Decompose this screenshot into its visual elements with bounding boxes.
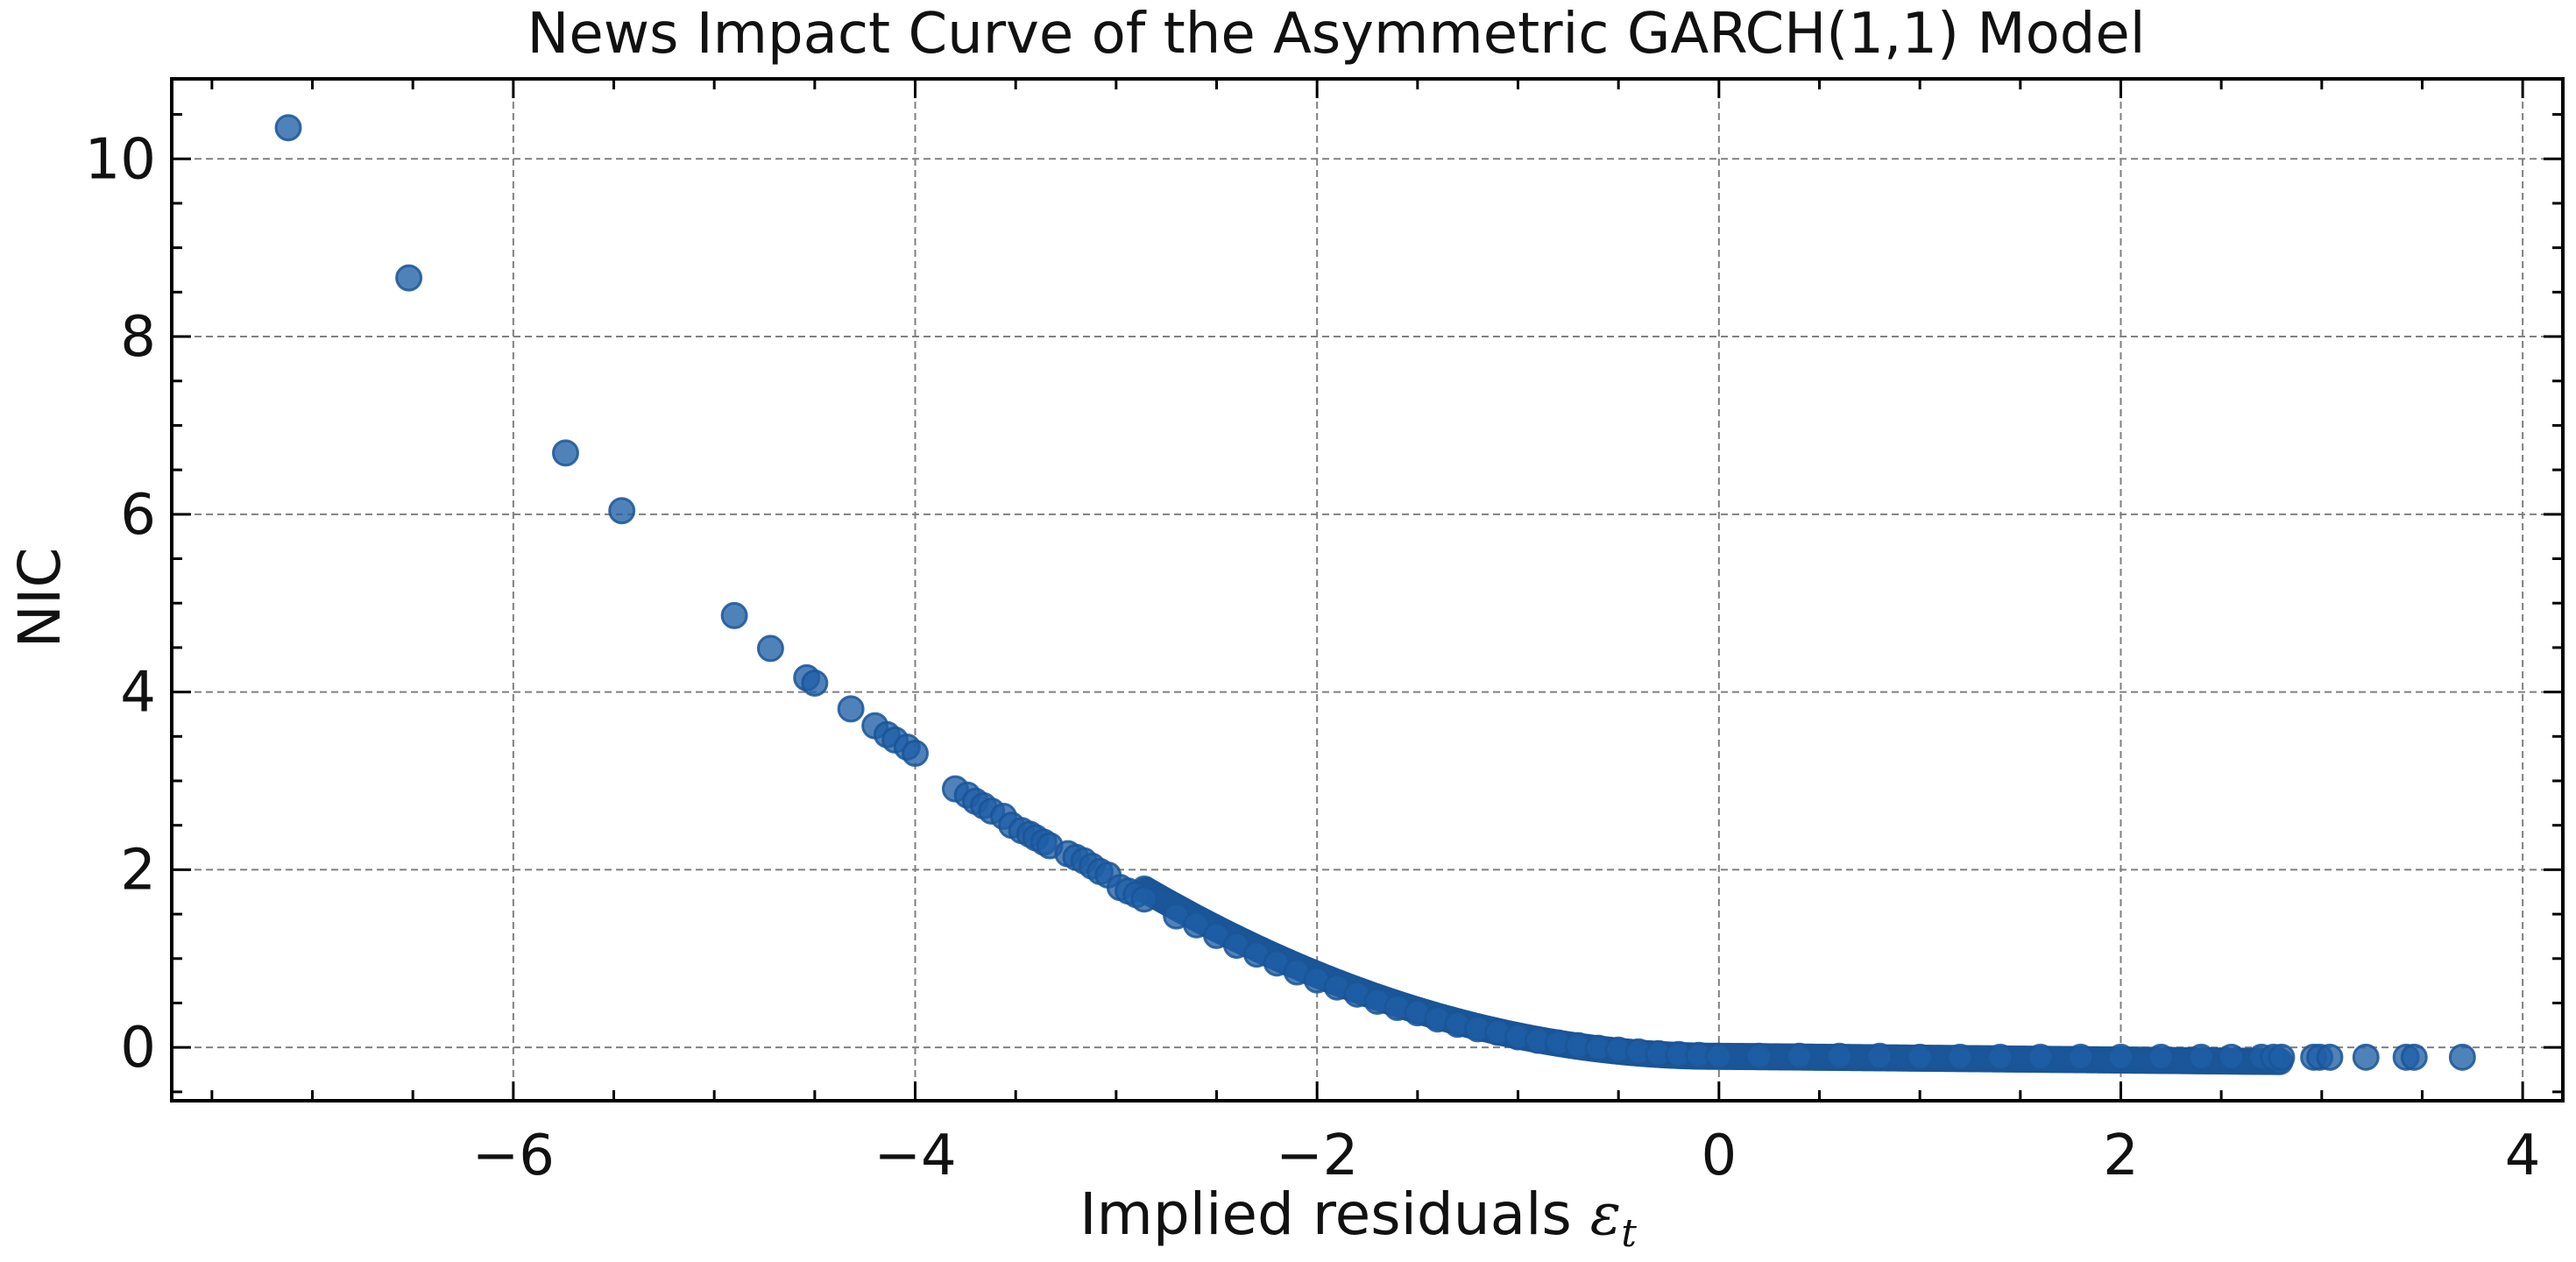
- scatter-point-1: [395, 264, 423, 292]
- scatter-point-64: [1745, 1042, 1773, 1070]
- scatter-point-35: [1130, 885, 1158, 913]
- scatter-point-79: [2268, 1043, 2296, 1071]
- x-tick-label-5: 4: [2505, 1124, 2541, 1188]
- scatter-point-63: [1705, 1042, 1733, 1070]
- y-tick-label-2: 4: [120, 661, 156, 726]
- y-tick-label-4: 8: [120, 305, 156, 370]
- scatter-point-71: [2027, 1043, 2055, 1071]
- axis-ticks: [172, 79, 2563, 1101]
- y-tick-labels: 0 2 4 6 8 10: [85, 127, 156, 1081]
- scatter-points: [274, 114, 2476, 1075]
- scatter-point-72: [2067, 1043, 2095, 1071]
- grid-lines: [172, 79, 2563, 1101]
- scatter-point-70: [1986, 1043, 2014, 1071]
- x-axis-label: Implied residuals εt: [1079, 1180, 1637, 1256]
- scatter-point-86: [2448, 1043, 2476, 1071]
- y-tick-label-0: 0: [120, 1016, 156, 1081]
- plot-frame: [170, 77, 2565, 1102]
- scatter-point-7: [801, 669, 829, 697]
- scatter-point-3: [608, 497, 636, 525]
- y-axis-label: NIC: [6, 548, 74, 649]
- scatter-point-68: [1906, 1043, 1934, 1071]
- chart-title: News Impact Curve of the Asymmetric GARC…: [527, 2, 2146, 67]
- x-tick-labels: −6 −4 −2 0 2 4: [472, 1124, 2541, 1188]
- scatter-point-4: [720, 601, 748, 629]
- y-tick-label-3: 6: [120, 483, 156, 548]
- scatter-point-73: [2106, 1043, 2134, 1071]
- scatter-point-13: [902, 740, 930, 768]
- scatter-point-67: [1865, 1042, 1893, 1070]
- scatter-point-82: [2316, 1043, 2344, 1071]
- scatter-point-5: [756, 635, 784, 663]
- x-tick-label-4: 2: [2103, 1124, 2139, 1188]
- scatter-point-75: [2187, 1043, 2215, 1071]
- scatter-point-66: [1825, 1042, 1853, 1070]
- x-tick-label-1: −4: [874, 1124, 956, 1188]
- scatter-point-8: [837, 695, 865, 723]
- scatter-point-74: [2147, 1043, 2175, 1071]
- scatter-point-0: [274, 114, 302, 142]
- scatter-point-85: [2400, 1043, 2428, 1071]
- x-tick-label-3: 0: [1701, 1124, 1737, 1188]
- scatter-point-83: [2352, 1043, 2380, 1071]
- y-tick-label-5: 10: [85, 127, 156, 192]
- x-tick-label-0: −6: [472, 1124, 555, 1188]
- scatter-point-76: [2218, 1043, 2246, 1071]
- y-tick-label-1: 2: [120, 838, 156, 903]
- scatter-point-65: [1786, 1042, 1814, 1070]
- scatter-point-2: [551, 439, 579, 467]
- x-tick-label-2: −2: [1276, 1124, 1358, 1188]
- scatter-point-69: [1946, 1043, 1974, 1071]
